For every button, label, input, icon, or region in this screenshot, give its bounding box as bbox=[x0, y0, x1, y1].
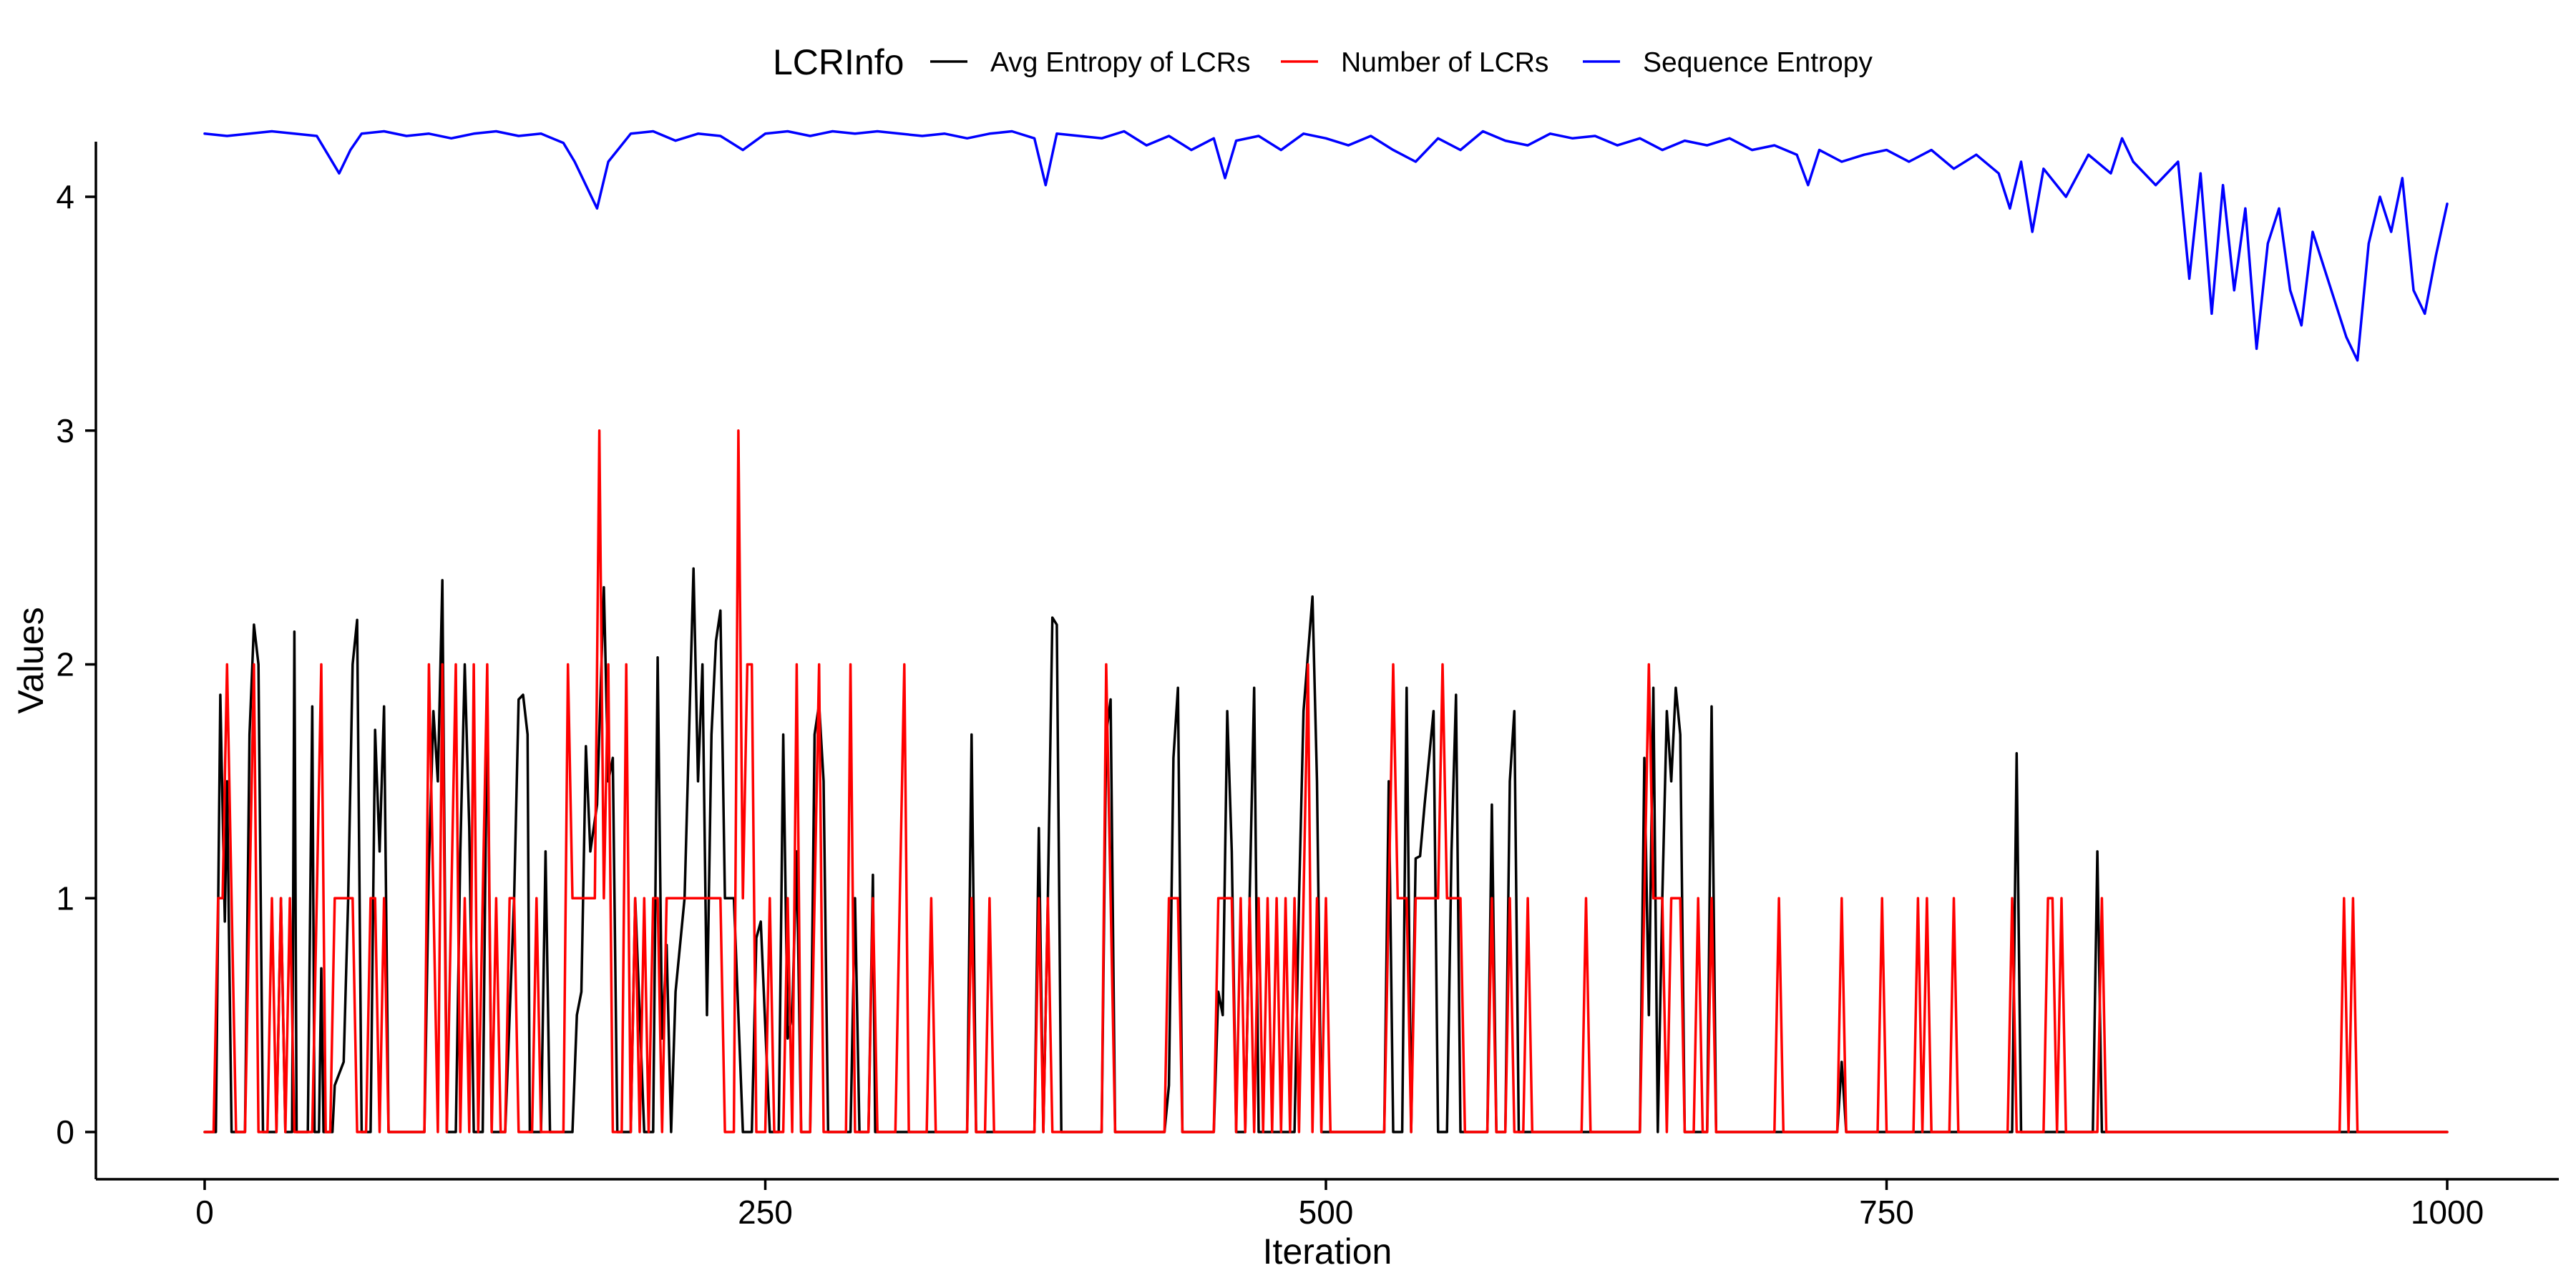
y-tick-label: 1 bbox=[56, 879, 74, 917]
y-tick-label: 0 bbox=[56, 1113, 74, 1151]
y-tick-label: 4 bbox=[56, 178, 74, 215]
x-tick-label: 500 bbox=[1299, 1194, 1354, 1231]
axes: 0 250 500 750 1000 0 1 2 3 4 bbox=[56, 142, 2559, 1231]
x-axis-title: Iteration bbox=[1263, 1231, 1392, 1272]
y-tick-label: 3 bbox=[56, 412, 74, 449]
legend-label-avg-entropy-of-lcrs: Avg Entropy of LCRs bbox=[990, 47, 1250, 78]
legend-label-sequence-entropy: Sequence Entropy bbox=[1643, 47, 1873, 78]
legend-label-number-of-lcrs: Number of LCRs bbox=[1341, 47, 1548, 78]
y-axis-title: Values bbox=[11, 607, 51, 713]
x-tick-label: 1000 bbox=[2411, 1194, 2484, 1231]
x-tick-label: 0 bbox=[195, 1194, 214, 1231]
series-line-avg-entropy-of-lcrs bbox=[203, 567, 2449, 1133]
plot-area bbox=[203, 130, 2449, 1133]
legend-title: LCRInfo bbox=[773, 42, 904, 82]
series-line-sequence-entropy bbox=[203, 130, 2449, 362]
x-tick-label: 250 bbox=[738, 1194, 793, 1231]
series-line-number-of-lcrs bbox=[203, 429, 2449, 1133]
legend: LCRInfo Avg Entropy of LCRs Number of LCR… bbox=[773, 42, 1873, 82]
y-tick-label: 2 bbox=[56, 646, 74, 683]
x-tick-label: 750 bbox=[1859, 1194, 1914, 1231]
